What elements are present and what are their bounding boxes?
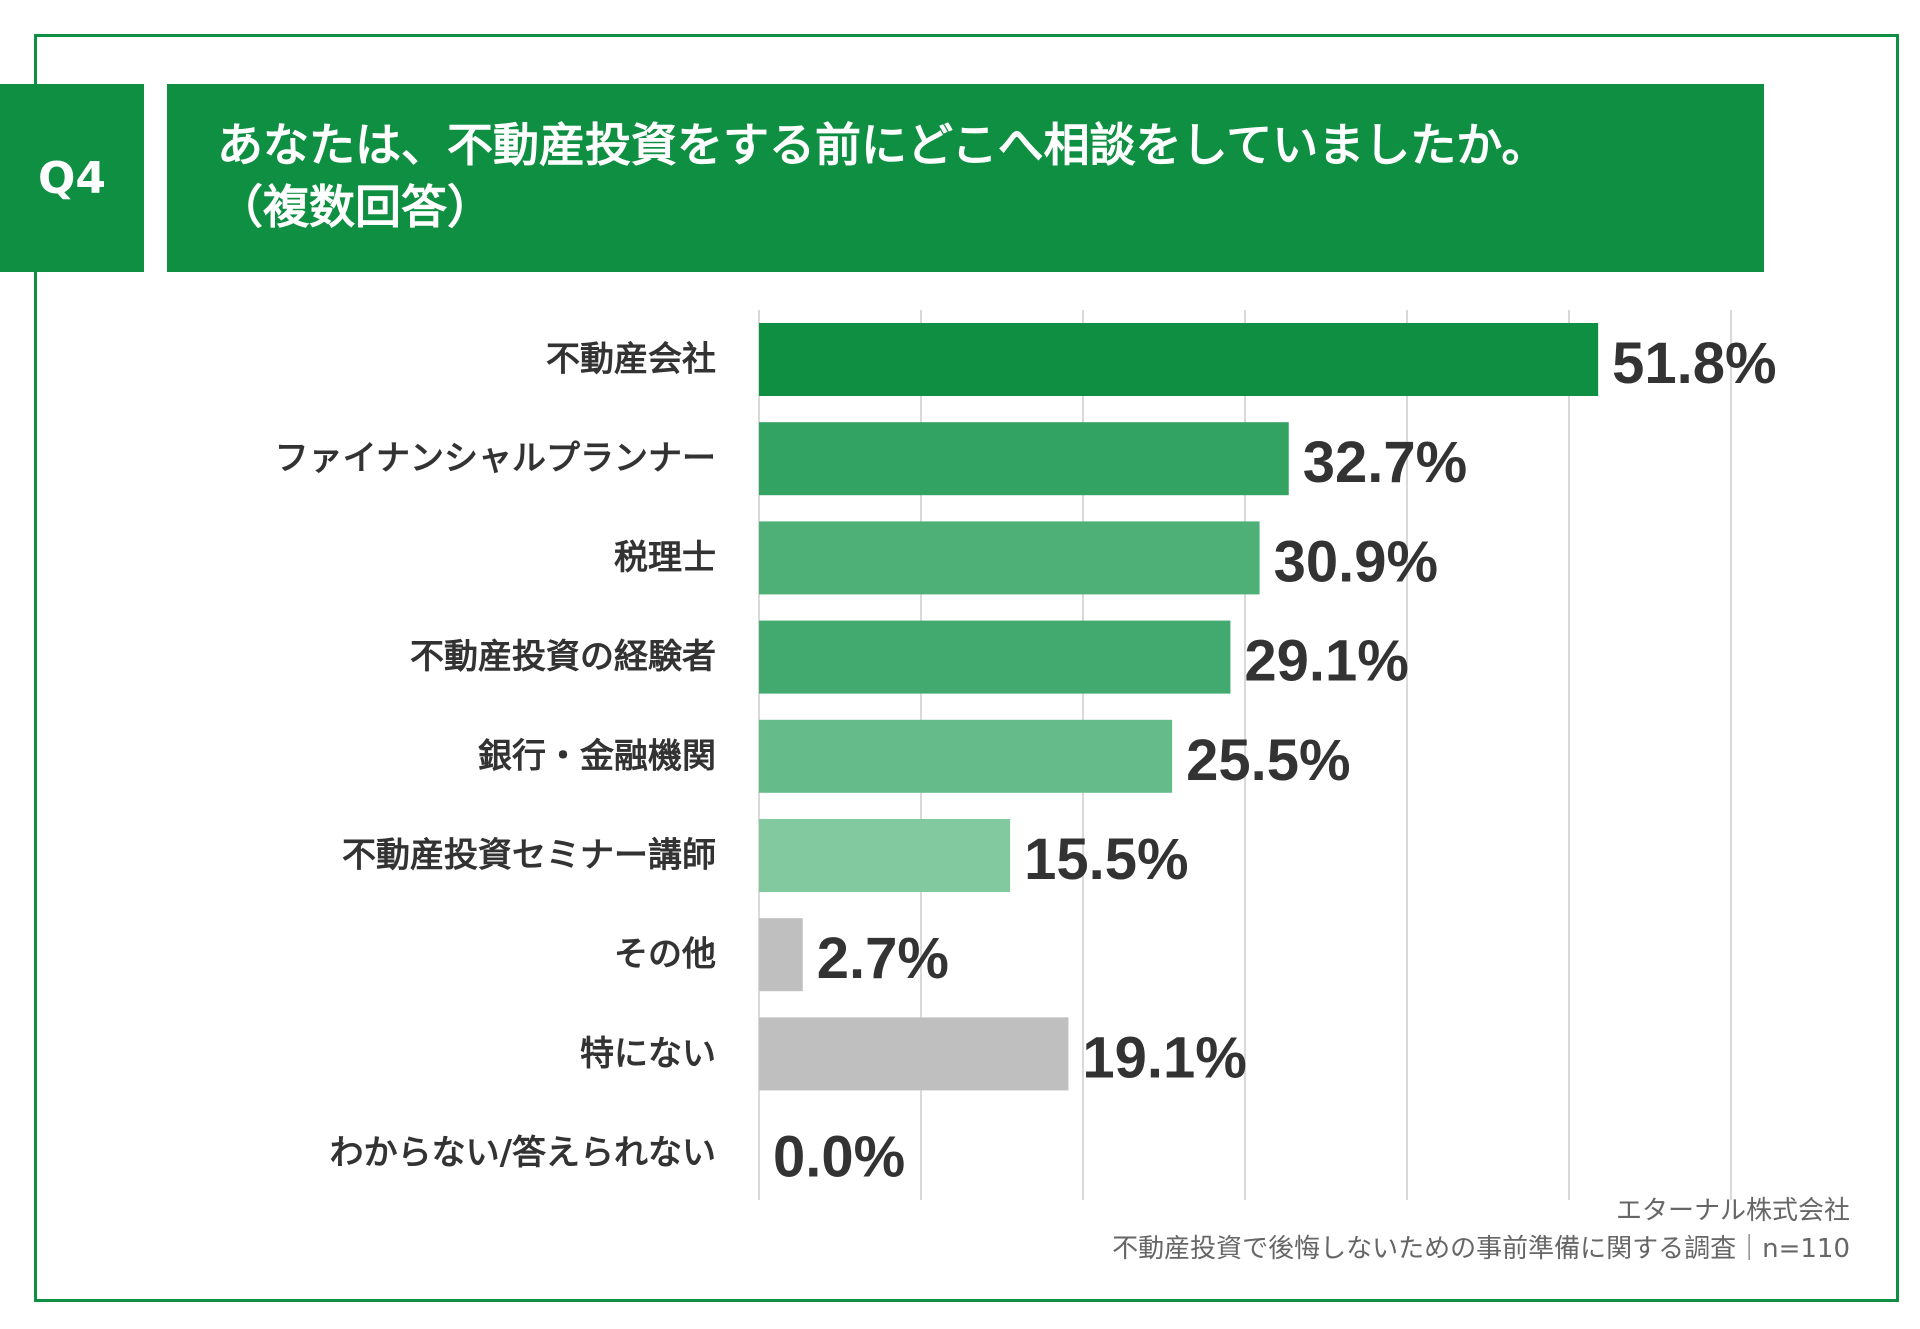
title-line-1: あなたは、不動産投資をする前にどこへ相談をしていましたか。 bbox=[217, 118, 1548, 172]
category-label: 税理士 bbox=[614, 538, 716, 578]
category-label: 特にない bbox=[580, 1034, 716, 1074]
value-label: 15.5% bbox=[1024, 827, 1188, 892]
bar bbox=[759, 422, 1289, 496]
title-line-2: （複数回答） bbox=[217, 180, 493, 234]
value-label: 0.0% bbox=[773, 1125, 905, 1190]
category-label: 不動産投資セミナー講師 bbox=[342, 836, 716, 876]
credit-company: エターナル株式会社 bbox=[1615, 1196, 1850, 1226]
category-label: 不動産投資の経験者 bbox=[410, 637, 716, 677]
category-label: 銀行・金融機関 bbox=[478, 736, 716, 776]
category-label: その他 bbox=[614, 935, 716, 975]
value-label: 25.5% bbox=[1186, 728, 1350, 793]
question-title: あなたは、不動産投資をする前にどこへ相談をしていましたか。 （複数回答） bbox=[167, 84, 1764, 272]
category-label: わからない/答えられない bbox=[330, 1133, 716, 1173]
bar bbox=[759, 819, 1011, 892]
bar bbox=[759, 323, 1599, 396]
value-label: 32.7% bbox=[1303, 430, 1467, 495]
bar bbox=[759, 620, 1231, 694]
bar bbox=[759, 521, 1260, 595]
value-label: 2.7% bbox=[817, 926, 949, 991]
value-label: 51.8% bbox=[1612, 331, 1776, 396]
bar bbox=[759, 918, 803, 992]
bar bbox=[759, 719, 1173, 793]
question-badge: Q4 bbox=[0, 84, 144, 272]
value-label: 30.9% bbox=[1274, 529, 1438, 594]
category-label: ファイナンシャルプランナー bbox=[275, 439, 716, 479]
bar bbox=[759, 1017, 1069, 1091]
chart-frame bbox=[34, 34, 1899, 1302]
value-label: 19.1% bbox=[1082, 1025, 1246, 1090]
credit-survey: 不動産投資で後悔しないための事前準備に関する調査｜n=110 bbox=[1112, 1234, 1850, 1264]
source-credit: エターナル株式会社 不動産投資で後悔しないための事前準備に関する調査｜n=110 bbox=[1112, 1192, 1850, 1268]
value-label: 29.1% bbox=[1244, 629, 1408, 694]
category-label: 不動産会社 bbox=[546, 340, 716, 380]
